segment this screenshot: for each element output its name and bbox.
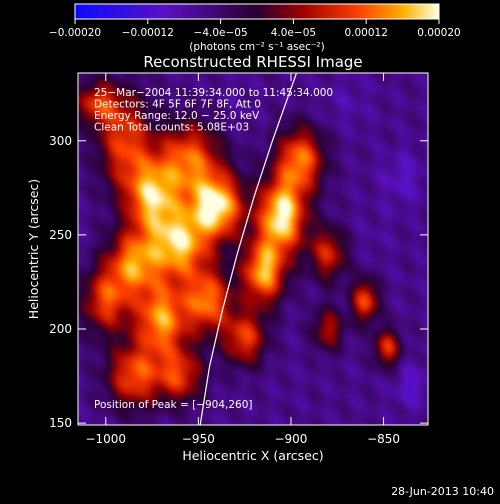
annotation-line: 25−Mar−2004 11:39:34.000 to 11:45:34.000 [94, 87, 333, 99]
y-axis-label: Heliocentric Y (arcsec) [26, 179, 41, 319]
chart-title: Reconstructed RHESSI Image [143, 53, 362, 71]
x-ticks: −1000 −950 −900 −850 [85, 73, 400, 446]
colorbar-tick-label: −0.00012 [122, 27, 174, 39]
colorbar: −0.00020 −0.00012 −4.0e−05 4.0e−05 0.00012 0.… [49, 3, 461, 53]
annotation-line: Energy Range: 12.0 − 25.0 keV [94, 110, 260, 122]
annotation-block: 25−Mar−2004 11:39:34.000 to 11:45:34.000… [94, 87, 333, 134]
peak-label: Position of Peak = [−904,260] [94, 399, 253, 411]
colorbar-tick-label: 4.0e−05 [271, 27, 316, 39]
colorbar-unit-label: (photons cm⁻² s⁻¹ asec⁻²) [189, 41, 324, 53]
annotation-line: Clean Total counts: 5.08E+03 [94, 122, 249, 134]
annotation-line: Detectors: 4F 5F 6F 7F 8F, Att 0 [94, 99, 261, 111]
colorbar-gradient [74, 3, 440, 20]
y-tick-label: 200 [49, 322, 72, 336]
x-tick-label: −950 [182, 432, 215, 446]
y-tick-label: 300 [49, 134, 72, 148]
colorbar-tick-label: −4.0e−05 [194, 27, 248, 39]
solar-limb-curve [199, 73, 298, 425]
y-tick-label: 150 [49, 416, 72, 430]
colorbar-tick-label: −0.00020 [49, 27, 101, 39]
plot-frame [77, 72, 429, 426]
y-tick-label: 250 [49, 228, 72, 242]
x-tick-label: −850 [367, 432, 400, 446]
x-tick-label: −900 [274, 432, 307, 446]
footer-timestamp: 28-Jun-2013 10:40 [391, 485, 494, 498]
colorbar-tick-label: 0.00020 [417, 27, 460, 39]
plot-area: −1000 −950 −900 −850 150 200 250 300 25−Mar−20… [49, 72, 429, 446]
y-ticks: 150 200 250 300 [49, 134, 428, 430]
colorbar-tick-label: 0.00012 [344, 27, 387, 39]
colorbar-ticks: −0.00020 −0.00012 −4.0e−05 4.0e−05 0.00012 0.… [49, 19, 461, 39]
x-axis-label: Heliocentric X (arcsec) [182, 448, 323, 463]
heatmap-image [78, 73, 428, 425]
x-tick-label: −1000 [85, 432, 126, 446]
